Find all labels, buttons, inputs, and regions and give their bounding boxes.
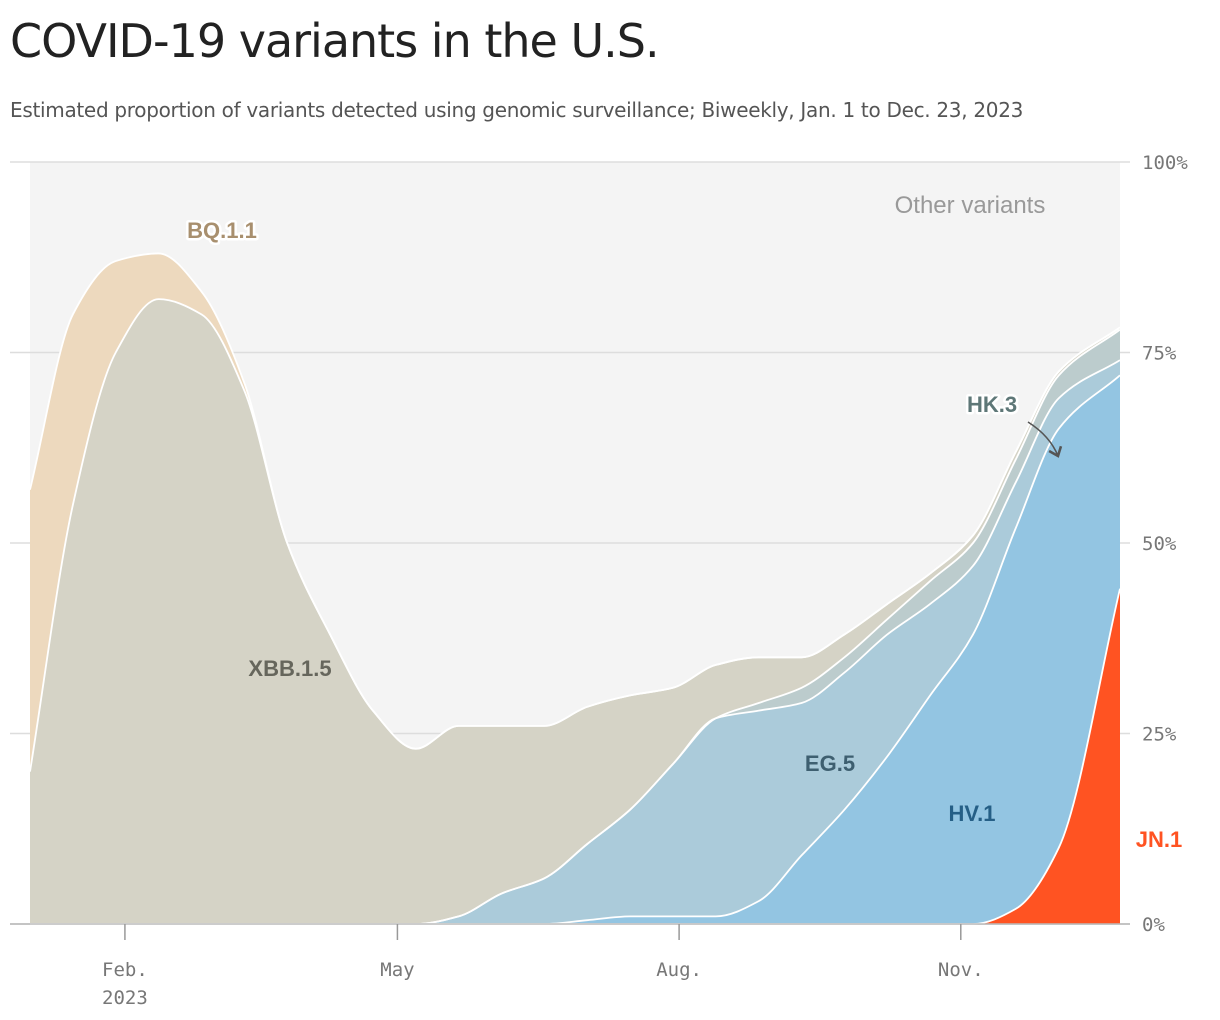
y-tick-label: 75% xyxy=(1142,343,1177,365)
label-bq11: BQ.1.1 xyxy=(187,218,257,243)
y-tick-label: 0% xyxy=(1142,914,1165,936)
y-tick-label: 50% xyxy=(1142,533,1177,555)
hk3-annotation-arrow xyxy=(1027,421,1063,458)
label-hv1: HV.1 xyxy=(949,801,996,826)
chart-title: COVID-19 variants in the U.S. xyxy=(10,14,660,68)
x-tick-label: May xyxy=(380,959,414,981)
x-tick-label: Nov. xyxy=(938,959,984,981)
bq11-boundary-line xyxy=(29,252,1121,750)
label-other-variants: Other variants xyxy=(895,192,1046,219)
label-xbb15: XBB.1.5 xyxy=(248,656,331,681)
y-tick-label: 25% xyxy=(1142,724,1177,746)
eg5-area xyxy=(30,360,1120,924)
label-hk3: HK.3 xyxy=(967,392,1017,417)
label-jn1: JN.1 xyxy=(1136,827,1182,852)
chart-subtitle: Estimated proportion of variants detecte… xyxy=(10,98,1024,122)
y-tick-label: 100% xyxy=(1142,152,1188,174)
x-tick-sublabel: 2023 xyxy=(102,987,148,1009)
hv1-area xyxy=(30,375,1120,924)
label-eg5: EG.5 xyxy=(805,751,855,776)
x-tick-label: Aug. xyxy=(656,959,702,981)
x-tick-label: Feb. xyxy=(102,959,148,981)
